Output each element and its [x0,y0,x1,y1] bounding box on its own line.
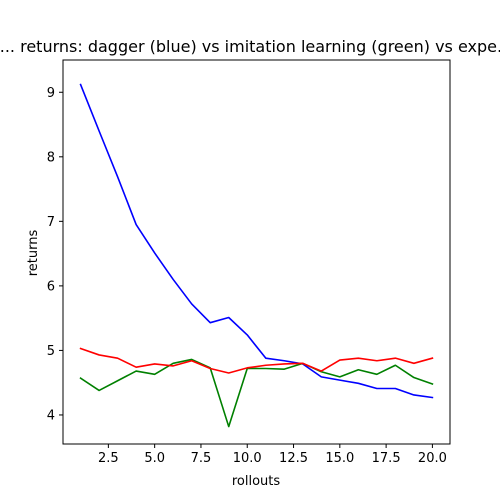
series-line-green [79,358,434,428]
x-tick-label: 15.0 [325,451,354,466]
y-tick-label: 8 [47,150,55,165]
series-line-red [79,347,434,374]
y-tick-label: 9 [47,86,55,101]
y-tick-label: 6 [47,279,55,294]
x-tick-label: 12.5 [279,451,308,466]
x-tick-label: 2.5 [98,451,119,466]
x-axis-label: rollouts [232,474,281,489]
x-tick-label: 17.5 [372,451,401,466]
x-tick-label: 10.0 [233,451,262,466]
y-tick-label: 5 [47,344,55,359]
series-layer [79,83,434,428]
x-tick-label: 5.0 [144,451,165,466]
x-tick-label: 20.0 [418,451,447,466]
y-tick-label: 7 [47,215,55,230]
y-axis-label: returns [26,230,41,277]
y-axis: 4 5 6 7 8 9 [47,86,63,423]
y-tick-label: 4 [47,408,55,423]
x-tick-label: 7.5 [191,451,212,466]
x-axis: 2.5 5.0 7.5 10.0 12.5 15.0 17.5 20.0 [98,444,447,466]
plot-frame [62,59,451,445]
chart-title: ... returns: dagger (blue) vs imitation … [0,37,500,56]
series-line-blue [79,83,434,399]
